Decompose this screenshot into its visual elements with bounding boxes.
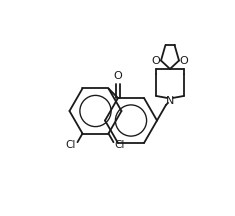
Text: O: O xyxy=(180,56,188,65)
Text: Cl: Cl xyxy=(65,140,75,150)
Text: Cl: Cl xyxy=(114,140,125,150)
Text: O: O xyxy=(114,71,122,81)
Text: O: O xyxy=(152,56,160,65)
Text: N: N xyxy=(166,96,174,106)
